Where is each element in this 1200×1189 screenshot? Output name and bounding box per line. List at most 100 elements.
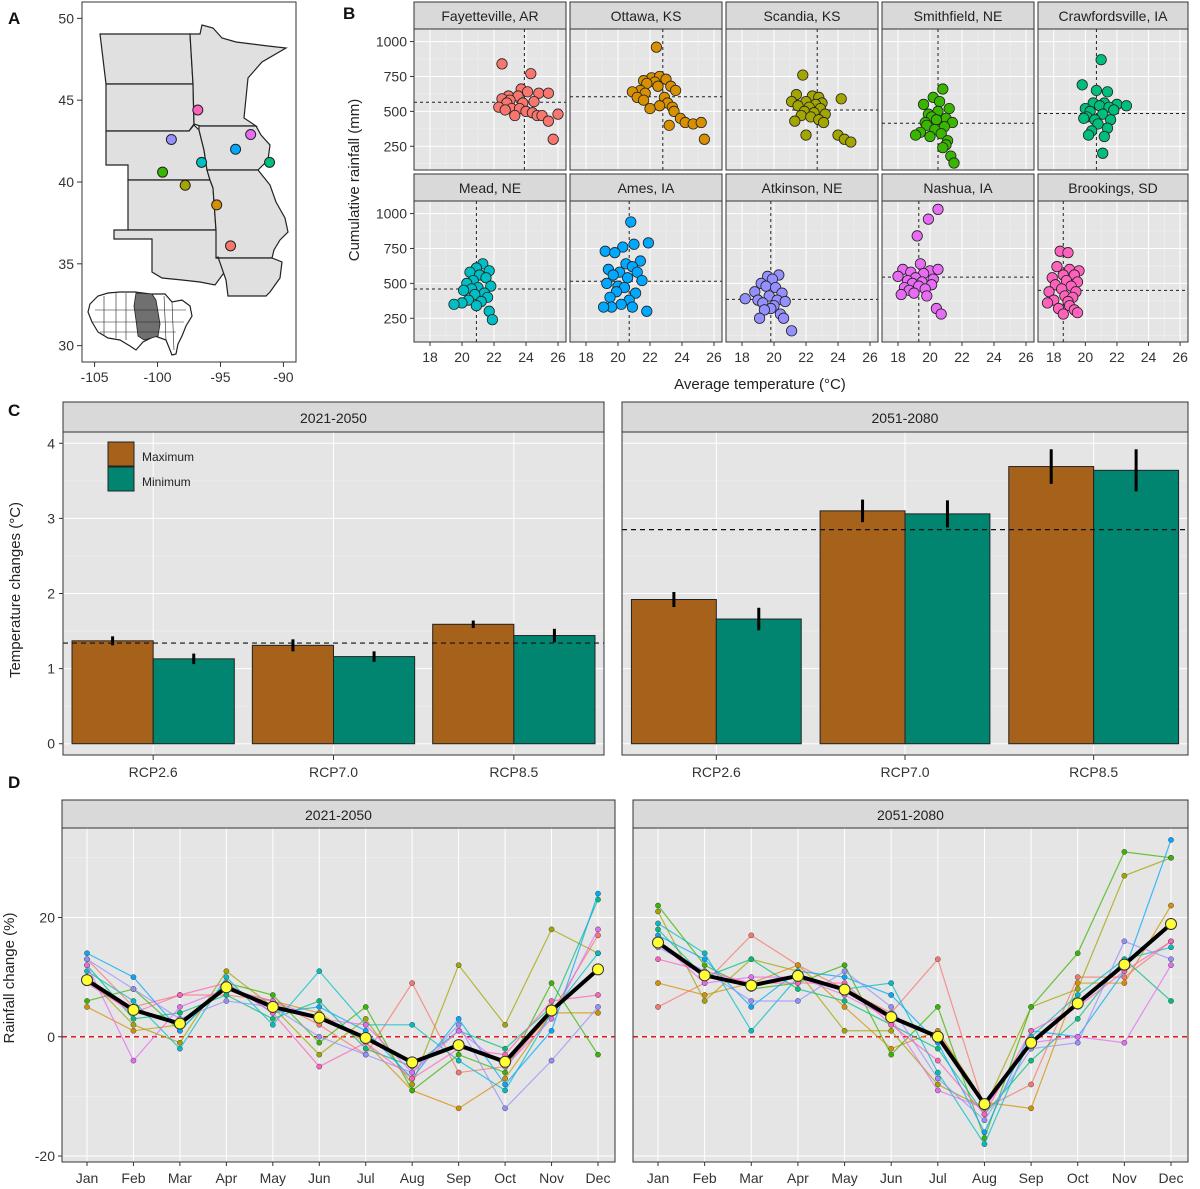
d-site-point	[701, 998, 708, 1004]
b-point	[1082, 129, 1095, 141]
b-point	[641, 305, 653, 317]
d-mean-point	[359, 1031, 372, 1044]
d-site-point	[888, 1004, 895, 1010]
b-point	[817, 116, 830, 129]
b-panel-border	[413, 28, 567, 171]
d-site-point	[981, 1117, 988, 1124]
b-point	[621, 272, 634, 284]
d-site-point	[655, 980, 661, 986]
b-point	[932, 203, 944, 215]
state-arkansas	[215, 256, 283, 297]
d-site-point	[502, 1021, 508, 1028]
d-site-line-6	[86, 952, 599, 1092]
b-y-axis-title: Cumulative rainfall (mm)	[346, 99, 363, 262]
d-site-point	[548, 926, 555, 933]
panel-b-scatter: B Fayetteville, AR 250 500 750 1000 Ottawa, K…	[343, 1, 1189, 393]
b-point	[499, 104, 511, 116]
b-panel-border	[881, 28, 1035, 171]
d-site-line-10	[86, 982, 599, 1080]
d-site-point	[981, 1129, 988, 1136]
b-x-tick-label: 26	[1172, 349, 1188, 365]
d-x-tick-label: Dec	[586, 1170, 611, 1186]
b-point	[1120, 100, 1133, 112]
d-site-point	[748, 956, 755, 963]
b-x-tick-label: 20	[922, 349, 938, 365]
d-site-point	[1121, 938, 1128, 945]
d-site-point	[502, 1081, 508, 1088]
d-site-point	[502, 1069, 508, 1076]
state-minnesota	[189, 24, 288, 127]
d-site-point	[548, 980, 555, 986]
b-x-tick-label: 22	[486, 349, 502, 365]
b-y-tick-label: 500	[384, 275, 408, 291]
d-site-point	[130, 1057, 137, 1064]
b-point	[892, 270, 904, 282]
b-facet-1: Fayetteville, AR 250 500 750 1000	[376, 1, 567, 171]
b-point	[1057, 308, 1069, 320]
d-mean-point	[499, 1055, 512, 1068]
c-facet-1: 2021-2050 RCP2.6 RCP7.0 RCP8.5 0 1 2 3 4	[47, 401, 605, 780]
b-facet-10: Brookings, SD 18 20 22 24 26	[1037, 173, 1189, 365]
d-site-point	[548, 1057, 555, 1064]
d-site-point	[841, 1027, 848, 1034]
b-point	[669, 84, 682, 97]
d-site-point	[595, 890, 601, 897]
d-x-tick-label: Aug	[972, 1170, 997, 1186]
d-strip-title: 2051-2080	[877, 807, 944, 823]
c-x-tick-label: RCP7.0	[880, 764, 929, 780]
d-panel-border	[632, 827, 1189, 1163]
d-site-point	[1168, 962, 1174, 969]
state-missouri	[206, 169, 289, 259]
d-site-point	[177, 1004, 183, 1010]
d-mean-point	[698, 969, 711, 982]
b-strip-title: Ottawa, KS	[611, 8, 682, 24]
c-x-tick-label: RCP8.5	[1069, 764, 1118, 780]
d-site-point	[548, 1027, 555, 1034]
d-site-point	[1168, 998, 1174, 1004]
d-site-point	[888, 1027, 895, 1034]
map-y-tick-label: 45	[58, 92, 74, 108]
d-strip	[61, 799, 616, 829]
b-point	[1108, 104, 1120, 116]
b-point	[933, 95, 946, 108]
b-point	[895, 288, 907, 301]
b-point	[542, 115, 555, 127]
d-x-tick-label: Apr	[215, 1170, 237, 1186]
d-site-point	[1121, 849, 1128, 855]
state-south-dakota	[105, 83, 195, 132]
d-site-point	[223, 998, 230, 1004]
d-x-tick-label: Sep	[446, 1170, 471, 1186]
d-site-point	[841, 1004, 848, 1010]
b-point	[609, 247, 621, 259]
b-point	[629, 287, 642, 299]
b-point	[1090, 84, 1103, 97]
b-point	[1076, 79, 1088, 91]
b-point	[800, 129, 812, 141]
d-site-point	[1121, 1039, 1128, 1046]
b-point	[663, 119, 675, 131]
c-bar-minimum	[904, 513, 991, 745]
b-strip	[1037, 173, 1189, 202]
b-point	[739, 293, 751, 305]
d-x-tick-label: Oct	[494, 1170, 516, 1186]
b-strip	[1037, 1, 1189, 30]
panel-c-letter: C	[8, 401, 20, 420]
b-point	[552, 108, 564, 120]
d-site-point	[701, 950, 708, 957]
map-x-tick-label: -95	[210, 369, 230, 385]
c-bar-maximum	[819, 510, 906, 745]
b-point	[909, 129, 922, 141]
b-point	[695, 116, 707, 129]
b-strip	[413, 173, 567, 202]
b-y-tick-label: 250	[384, 138, 408, 154]
d-site-point	[1121, 974, 1128, 980]
d-y-tick-label: 20	[39, 909, 55, 925]
b-panel-bg	[413, 28, 567, 171]
c-bar-minimum	[152, 658, 235, 745]
c-bar-minimum	[333, 656, 416, 745]
d-site-point	[177, 1039, 183, 1046]
d-site-point	[1168, 902, 1174, 909]
b-point	[644, 102, 656, 115]
b-facet-2: Ottawa, KS	[569, 1, 723, 171]
